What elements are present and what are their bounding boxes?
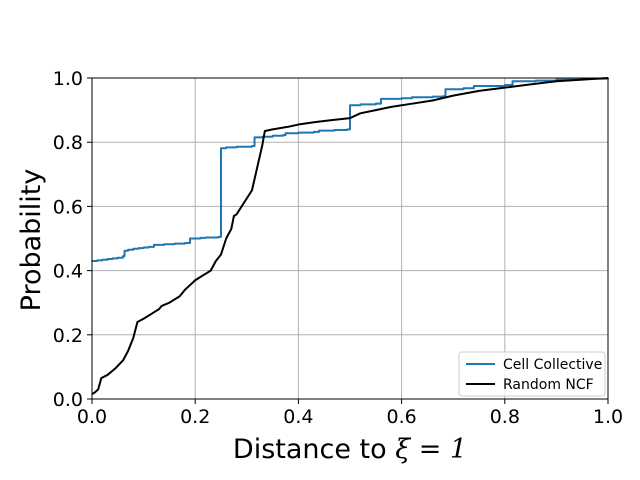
y-tick-label: 0.0 bbox=[53, 389, 83, 411]
legend: Cell Collective Random NCF bbox=[458, 351, 606, 397]
series-layer bbox=[91, 77, 609, 396]
x-axis-title-text: Distance to bbox=[233, 434, 387, 465]
x-tick-label: 0.0 bbox=[77, 406, 107, 428]
y-tick-label: 1.0 bbox=[53, 68, 83, 90]
tick-labels: 0.0 0.2 0.4 0.6 0.8 1.0 0.0 0.2 0.4 0.6 0.8 1.0 bbox=[53, 68, 623, 428]
x-tick-label: 1.0 bbox=[593, 406, 623, 428]
legend-label-random-ncf: Random NCF bbox=[503, 377, 594, 393]
y-axis-title: Probability bbox=[16, 169, 47, 312]
legend-box bbox=[458, 351, 606, 397]
plot-frame bbox=[91, 77, 609, 400]
y-tick-label: 0.8 bbox=[53, 132, 83, 154]
x-axis-title-math: ξ = 1 bbox=[395, 434, 467, 465]
series-line-random-ncf bbox=[91, 77, 609, 396]
plot-area bbox=[92, 78, 608, 399]
tick-marks bbox=[87, 77, 609, 404]
y-tick-label: 0.6 bbox=[53, 196, 83, 218]
series-line-cell-collective bbox=[92, 77, 609, 262]
x-tick-label: 0.2 bbox=[180, 406, 210, 428]
y-tick-label: 0.2 bbox=[53, 325, 83, 347]
y-tick-label: 0.4 bbox=[53, 261, 83, 283]
x-axis-title: Distance to ξ = 1 bbox=[233, 434, 467, 465]
x-tick-label: 0.6 bbox=[386, 406, 416, 428]
x-tick-label: 0.4 bbox=[283, 406, 313, 428]
x-tick-label: 0.8 bbox=[490, 406, 520, 428]
legend-label-cell-collective: Cell Collective bbox=[503, 357, 602, 373]
